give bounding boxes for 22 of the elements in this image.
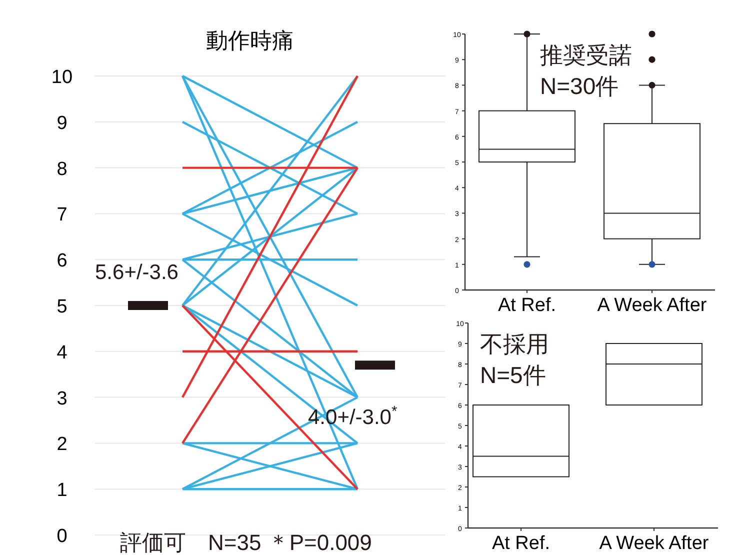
annotation: 推奨受諾 <box>540 42 632 68</box>
x-tick-label: A Week After <box>599 533 710 554</box>
annotation: N=30件 <box>540 73 619 99</box>
chart-title: 動作時痛 <box>206 28 294 53</box>
y-tick-label: 0 <box>56 526 68 547</box>
annotation: 評価可 N=35 ＊P=0.009 <box>120 530 372 555</box>
y-tick-label: 9 <box>56 112 68 134</box>
x-tick-label: At Ref. <box>492 533 550 554</box>
y-tick-label: 8 <box>56 158 68 180</box>
y-tick-label: 7 <box>56 204 68 226</box>
y-tick-label: 4 <box>56 342 68 364</box>
y-tick-label: 3 <box>56 388 68 410</box>
y-tick-label: 1 <box>56 480 68 502</box>
y-tick-label: 2 <box>56 434 68 456</box>
annotation: 5.6+/-3.6 <box>95 261 178 284</box>
annotation: 不採用 <box>480 331 549 357</box>
y-tick-label: 5 <box>56 296 68 318</box>
x-tick-label: At Ref. <box>498 295 556 316</box>
y-tick-label: 6 <box>56 250 68 272</box>
y-tick-label: 10 <box>51 67 73 88</box>
x-tick-label: A Week After <box>597 295 708 316</box>
annotation: N=5件 <box>480 362 546 388</box>
